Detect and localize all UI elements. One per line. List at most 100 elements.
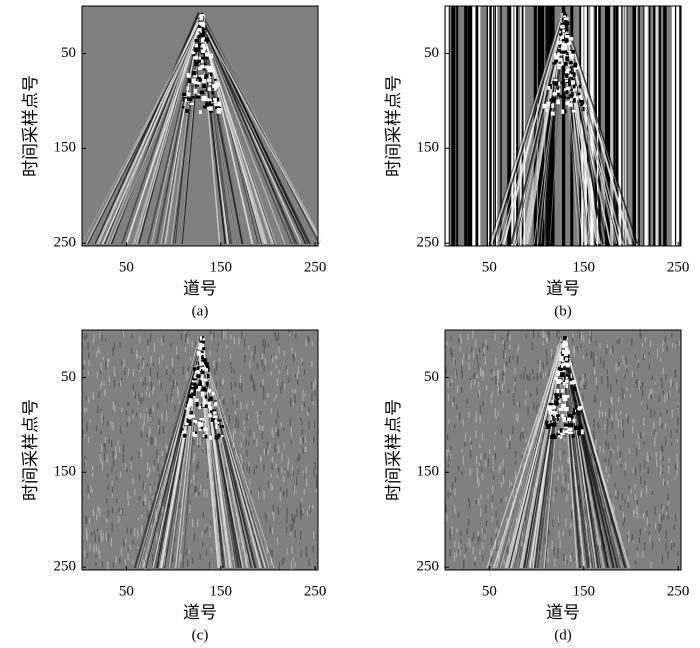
texture — [492, 486, 494, 493]
texture — [104, 389, 106, 397]
texture — [575, 437, 577, 445]
texture — [300, 551, 302, 557]
texture — [616, 340, 618, 344]
texture — [634, 467, 637, 476]
texture — [159, 426, 161, 435]
texture — [287, 462, 289, 470]
texture — [191, 414, 195, 418]
texture — [521, 452, 523, 460]
texture — [481, 369, 483, 378]
texture — [576, 345, 579, 352]
texture — [230, 334, 232, 340]
texture — [194, 43, 198, 48]
texture — [564, 433, 566, 439]
texture — [233, 337, 236, 345]
texture — [561, 109, 565, 114]
texture — [499, 340, 564, 569]
texture — [632, 425, 634, 434]
texture — [255, 465, 258, 469]
texture — [490, 469, 492, 473]
texture — [267, 449, 269, 456]
texture — [180, 428, 184, 434]
texture — [520, 6, 523, 246]
texture — [302, 508, 304, 514]
texture — [186, 86, 190, 91]
x-tick-label: 250 — [667, 259, 690, 275]
texture — [580, 410, 582, 420]
texture — [111, 466, 113, 472]
texture — [577, 520, 579, 530]
texture — [201, 356, 204, 360]
texture — [612, 503, 614, 509]
texture — [308, 421, 310, 430]
texture — [207, 87, 212, 92]
texture — [314, 390, 316, 397]
texture — [217, 433, 221, 438]
texture — [560, 355, 563, 360]
texture — [143, 360, 145, 366]
texture — [151, 415, 153, 423]
texture — [557, 378, 560, 384]
texture — [252, 379, 254, 389]
texture — [217, 101, 221, 107]
texture — [472, 547, 474, 555]
texture — [649, 389, 651, 395]
texture — [516, 491, 519, 496]
texture — [568, 51, 573, 55]
texture — [646, 404, 649, 410]
texture — [553, 406, 557, 409]
texture — [98, 535, 100, 542]
texture — [166, 446, 168, 453]
texture — [203, 428, 208, 432]
texture — [565, 394, 570, 398]
texture — [496, 370, 499, 377]
texture — [468, 519, 470, 525]
texture — [469, 449, 472, 459]
texture — [286, 508, 288, 516]
texture — [598, 475, 600, 479]
texture — [243, 338, 246, 348]
texture — [305, 466, 307, 474]
texture — [656, 6, 658, 246]
texture — [144, 377, 147, 386]
texture — [597, 545, 599, 551]
texture — [121, 427, 123, 431]
texture — [114, 372, 116, 377]
texture — [159, 500, 161, 509]
texture — [102, 415, 104, 421]
texture — [248, 344, 250, 350]
texture — [564, 430, 569, 433]
texture — [452, 402, 454, 408]
texture — [560, 36, 564, 41]
texture — [558, 408, 560, 414]
texture — [213, 411, 217, 415]
texture — [198, 78, 203, 82]
texture — [244, 505, 247, 512]
texture — [578, 536, 580, 543]
texture — [272, 504, 275, 512]
caption: (c) — [192, 627, 209, 643]
texture — [297, 365, 299, 374]
texture — [205, 102, 210, 107]
texture — [626, 368, 628, 372]
texture — [253, 439, 255, 444]
texture — [290, 523, 292, 531]
texture — [283, 490, 285, 497]
texture — [519, 499, 521, 504]
texture — [678, 388, 680, 393]
texture — [294, 561, 296, 568]
texture — [267, 393, 269, 398]
texture — [286, 365, 288, 370]
texture — [126, 422, 128, 427]
texture — [215, 423, 218, 429]
texture — [261, 431, 263, 440]
texture — [553, 400, 559, 404]
texture — [602, 503, 604, 513]
texture — [86, 333, 88, 339]
texture — [550, 422, 553, 427]
texture — [605, 440, 607, 448]
texture — [132, 383, 135, 391]
texture — [448, 6, 450, 246]
texture — [525, 437, 527, 443]
texture — [507, 6, 509, 246]
